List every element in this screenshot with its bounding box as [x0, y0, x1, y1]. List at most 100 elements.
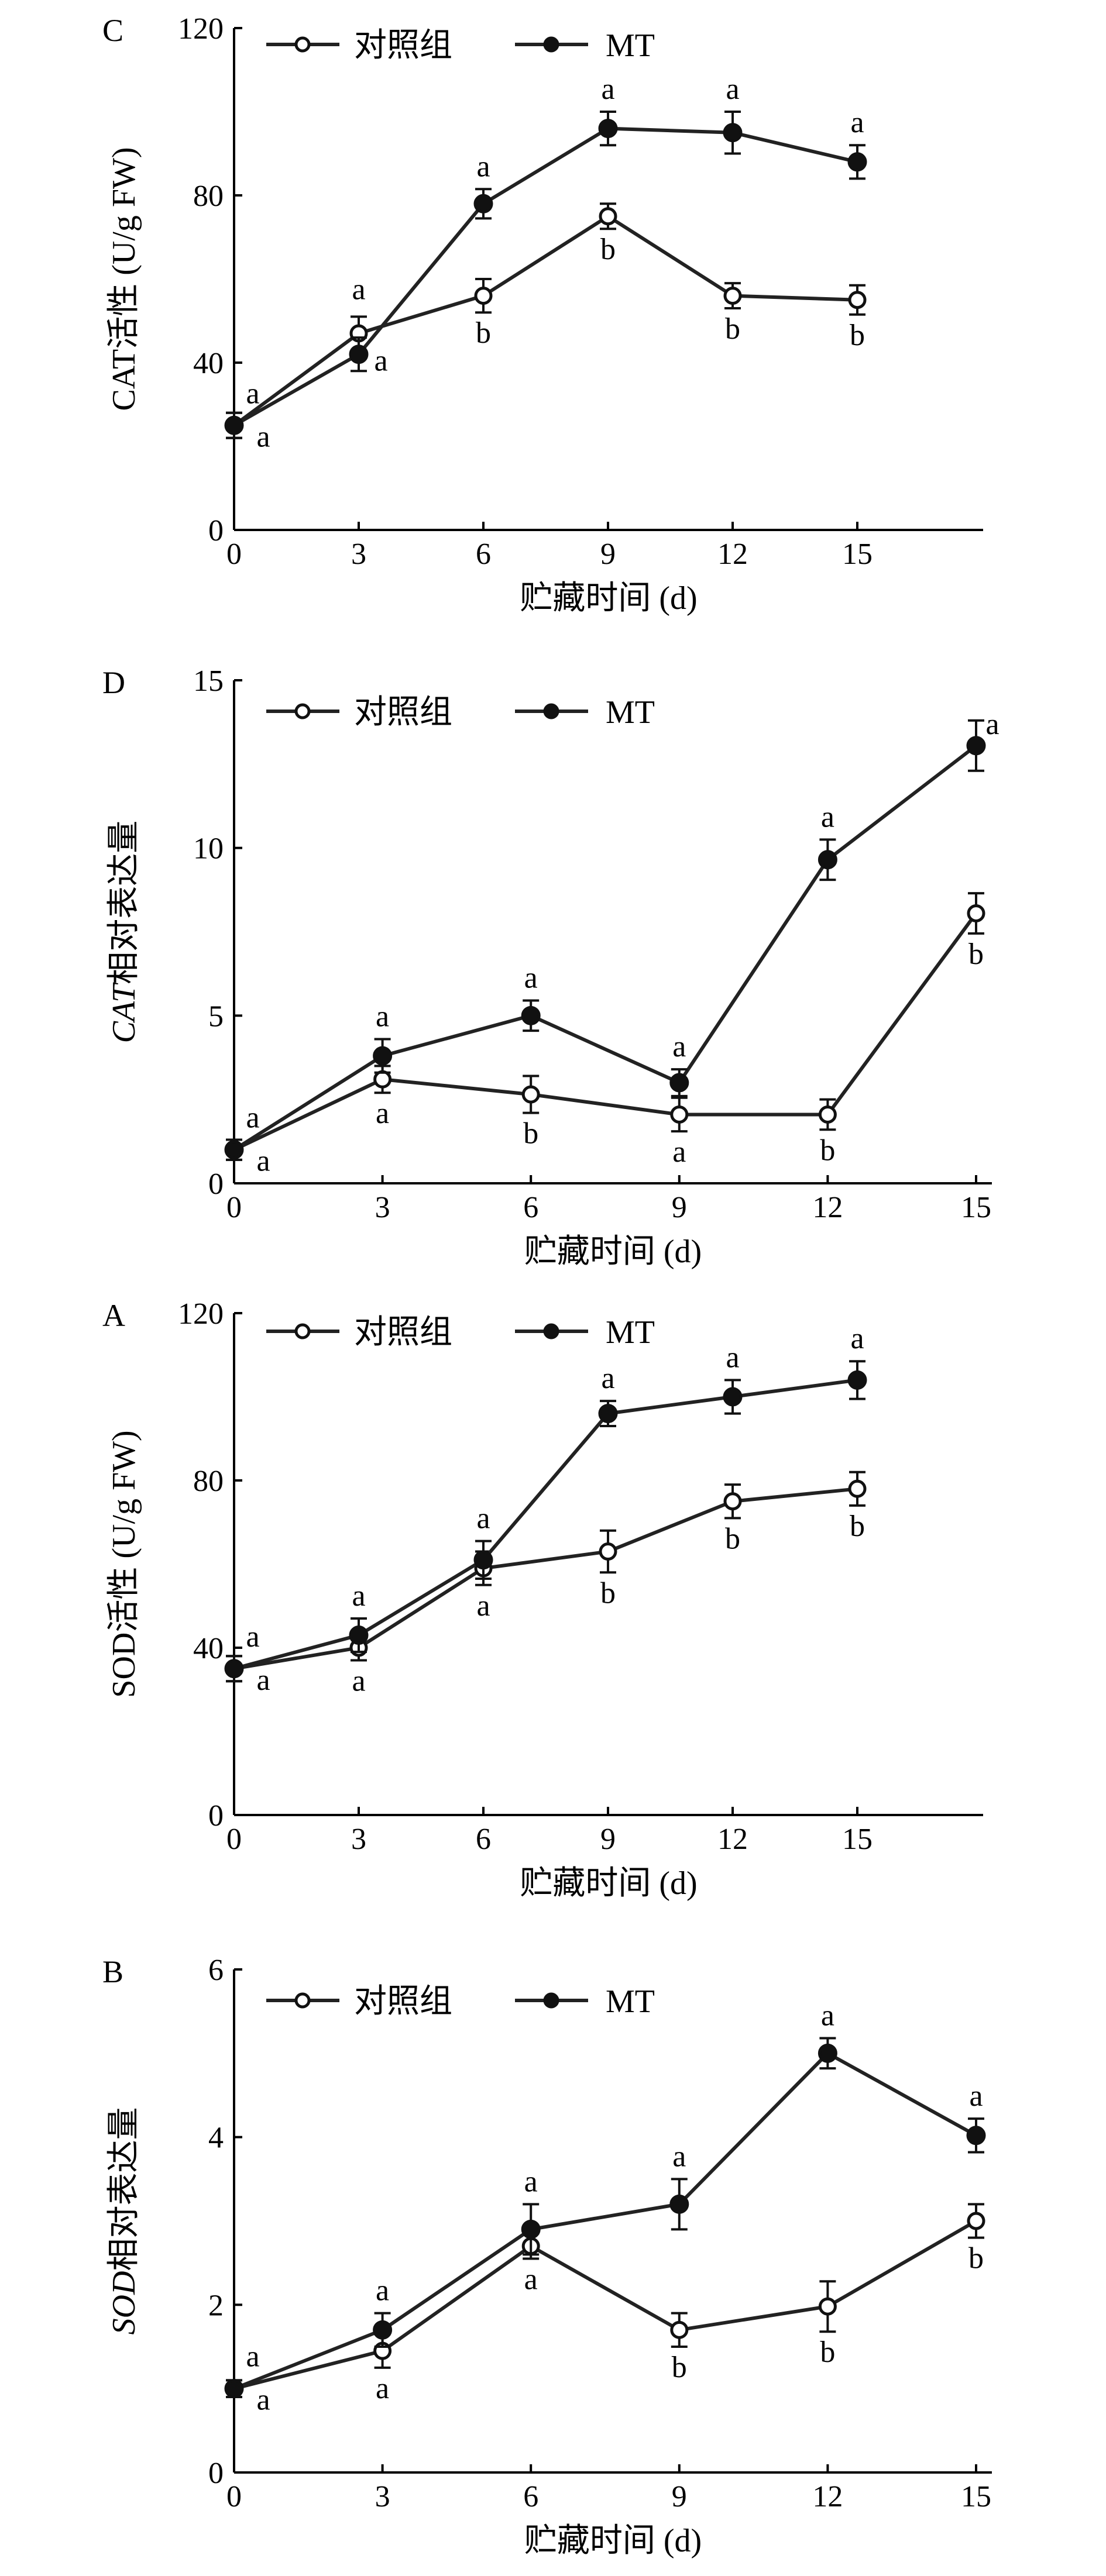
significance-letter-mt: a: [985, 708, 999, 741]
significance-letter-control: b: [725, 1522, 740, 1555]
legend-label-control: 对照组: [354, 1314, 452, 1351]
x-tick-label: 6: [523, 2480, 538, 2513]
significance-letter-mt: a: [246, 1620, 259, 1654]
data-point-control: [723, 287, 742, 305]
data-point-control: [474, 287, 493, 305]
x-tick-label: 0: [226, 1823, 242, 1856]
significance-letter-control: a: [376, 1097, 389, 1130]
y-tick-label: 2: [208, 2289, 224, 2322]
data-point-mt: [473, 1550, 493, 1570]
series-line-mt: [233, 126, 858, 427]
series-line-control: [233, 1487, 858, 1671]
data-point-control: [373, 1070, 392, 1089]
data-point-mt: [473, 194, 493, 213]
y-tick-label: 40: [193, 347, 224, 380]
x-axis-title: 贮藏时间 (d): [520, 580, 697, 617]
significance-letter-control: b: [523, 1117, 538, 1151]
panel-label: D: [102, 665, 125, 700]
series-line-control: [233, 214, 858, 427]
data-point-mt: [847, 152, 867, 172]
series-line-mt: [233, 1378, 858, 1671]
data-point-mt: [818, 2043, 837, 2063]
significance-letter-mt: a: [246, 377, 259, 410]
y-axis-title-gene: SOD: [106, 2271, 142, 2335]
data-point-control: [848, 291, 867, 309]
significance-letter-control: a: [524, 2263, 538, 2296]
significance-letter-control: b: [672, 2351, 687, 2384]
significance-letter-mt: a: [376, 2274, 389, 2308]
panel-label: A: [102, 1298, 125, 1333]
y-tick-label: 120: [178, 1297, 224, 1331]
y-tick-label: 0: [208, 1799, 224, 1833]
legend-marker-control: [294, 1323, 311, 1339]
significance-letter-mt: a: [352, 1579, 365, 1613]
legend-marker-control: [294, 703, 311, 719]
data-point-mt: [847, 1370, 867, 1390]
panel-label: B: [102, 1954, 123, 1989]
significance-letter-mt: a: [726, 1341, 739, 1374]
data-point-control: [967, 904, 985, 922]
significance-letter-control: a: [376, 2372, 389, 2405]
data-point-mt: [373, 2320, 393, 2340]
y-tick-label: 0: [208, 514, 224, 547]
data-point-control: [670, 1105, 689, 1124]
significance-letter-control: b: [850, 1510, 865, 1543]
significance-letter-control: a: [256, 1664, 270, 1697]
legend-label-control: 对照组: [354, 694, 452, 731]
significance-letter-control: b: [850, 319, 865, 352]
significance-letter-control: a: [352, 273, 365, 306]
significance-letter-control: a: [476, 1589, 490, 1623]
data-point-mt: [723, 123, 743, 143]
x-axis-title: 贮藏时间 (d): [520, 1865, 697, 1902]
data-point-control: [521, 1085, 540, 1104]
significance-letter-control: a: [256, 420, 270, 453]
data-point-mt: [723, 1387, 743, 1407]
significance-letter-mt: a: [672, 1030, 686, 1063]
significance-letter-control: b: [820, 1134, 835, 1167]
x-tick-label: 9: [672, 1191, 687, 1224]
legend-label-mt: MT: [606, 1314, 655, 1351]
x-tick-label: 15: [961, 1191, 991, 1224]
data-point-mt: [224, 2379, 244, 2399]
y-tick-label: 6: [208, 1954, 224, 1987]
significance-letter-mt: a: [376, 1000, 389, 1033]
y-tick-label: 80: [193, 180, 224, 213]
data-point-mt: [669, 2194, 689, 2214]
significance-letter-mt: a: [969, 2079, 983, 2113]
legend-marker-control: [294, 1992, 311, 2009]
chart-panel-C: C 0 40 80 120 0 3 6 9 12 15 贮藏时间 (d) CAT活性 (U/g FW) 对…: [102, 12, 983, 617]
x-tick-label: 6: [476, 1823, 491, 1856]
x-tick-label: 15: [842, 1823, 873, 1856]
data-point-mt: [966, 2126, 986, 2145]
legend-marker-mt: [543, 1992, 559, 2009]
series-line-mt: [233, 2051, 977, 2391]
significance-letter-control: a: [352, 1664, 365, 1697]
y-tick-label: 15: [193, 664, 224, 698]
significance-letter-mt: a: [850, 106, 864, 139]
x-tick-label: 15: [961, 2480, 991, 2513]
x-tick-label: 12: [717, 538, 748, 571]
significance-letter-control: a: [256, 1145, 270, 1178]
x-tick-label: 3: [375, 2480, 390, 2513]
y-tick-label: 40: [193, 1632, 224, 1665]
data-point-mt: [521, 1005, 541, 1025]
significance-letter-mt: a: [524, 962, 538, 995]
data-point-mt: [224, 1140, 244, 1160]
significance-letter-control: a: [672, 1135, 686, 1169]
y-axis-title: SOD活性 (U/g FW): [106, 1430, 142, 1697]
x-tick-label: 0: [226, 1191, 242, 1224]
x-tick-label: 9: [672, 2480, 687, 2513]
significance-letter-control: b: [968, 2242, 984, 2275]
data-point-mt: [373, 1046, 393, 1066]
legend-marker-mt: [543, 36, 559, 53]
x-axis-title: 贮藏时间 (d): [524, 1234, 702, 1270]
legend-label-mt: MT: [606, 1983, 655, 2020]
data-point-mt: [521, 2219, 541, 2239]
y-axis-title: CAT活性 (U/g FW): [106, 147, 142, 411]
x-tick-label: 3: [375, 1191, 390, 1224]
significance-letter-mt: a: [726, 73, 739, 106]
x-tick-label: 12: [717, 1823, 748, 1856]
data-point-control: [818, 2297, 837, 2316]
